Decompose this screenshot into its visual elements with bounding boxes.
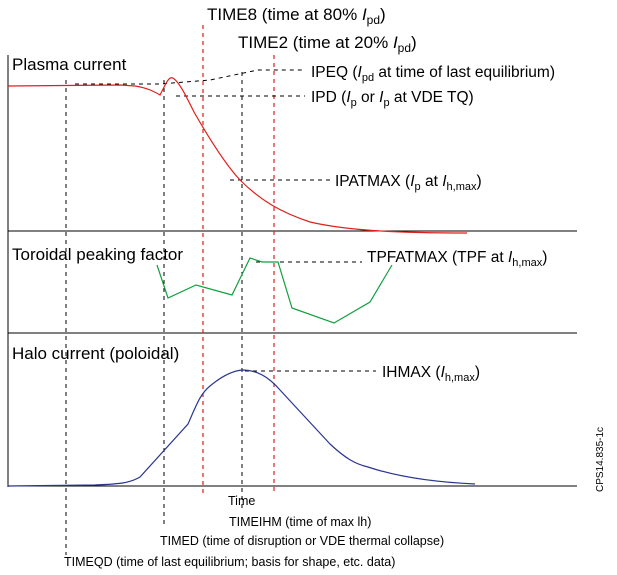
panel-frame: [7, 55, 577, 487]
time2-label: TIME2 (time at 20% Ipd): [238, 33, 417, 55]
ipeq-label: IPEQ (Ipd at time of last equilibrium): [311, 64, 555, 84]
time-label: Time: [228, 494, 255, 508]
timed-label: TIMED (time of disruption or VDE thermal…: [160, 534, 444, 548]
timeqd-label: TIMEQD (time of last equilibrium; basis …: [64, 555, 395, 569]
leader-lines: [75, 69, 376, 372]
plasma-current-title: Plasma current: [12, 55, 127, 74]
ipeq-leader: [75, 69, 305, 85]
halo-current-title: Halo current (poloidal): [12, 344, 179, 363]
halo-current-curve: [7, 369, 476, 487]
time8-label: TIME8 (time at 80% Ipd): [207, 5, 386, 27]
time-markers: [65, 72, 243, 555]
ihmax-label: IHMAX (Ih,max): [382, 364, 480, 384]
tpfatmax-label: TPFATMAX (TPF at Ih,max): [367, 249, 547, 269]
ipd-label: IPD (Ip or Ip at VDE TQ): [311, 89, 474, 109]
tpf-title: Toroidal peaking factor: [12, 245, 183, 264]
ipatmax-label: IPATMAX (Ip at Ih,max): [335, 173, 482, 193]
figure-id: CPS14.835-1c: [595, 427, 606, 492]
red-guides: [202, 25, 275, 495]
plasma-current-curve: [7, 77, 468, 234]
timeihm-label: TIMEIHM (time of max lh): [229, 515, 371, 529]
tpf-curve: [156, 257, 393, 324]
